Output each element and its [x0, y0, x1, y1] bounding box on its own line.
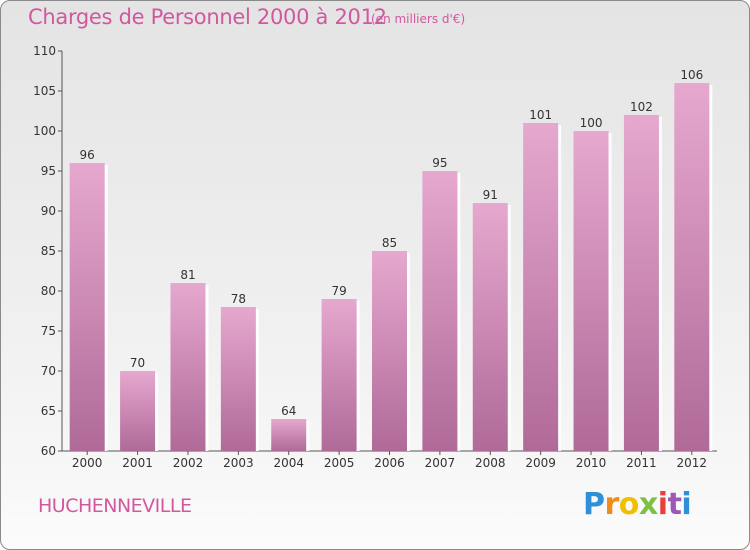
- y-tick-label: 65: [41, 404, 56, 418]
- x-tick-label: 2005: [324, 456, 355, 470]
- y-tick-label: 80: [41, 284, 56, 298]
- bar-2000: [69, 163, 105, 451]
- logo-letter-x: x: [638, 487, 658, 522]
- x-tick-label: 2004: [273, 456, 304, 470]
- proxiti-logo[interactable]: Proxiti: [583, 487, 692, 522]
- logo-letter-i: i: [657, 487, 668, 522]
- bar-value-label: 78: [231, 292, 246, 306]
- x-tick-label: 2010: [576, 456, 607, 470]
- bar-value-label: 96: [80, 148, 95, 162]
- bar-value-label: 81: [180, 268, 195, 282]
- bar-value-label: 100: [580, 116, 603, 130]
- bar-2011: [623, 115, 659, 451]
- y-tick-label: 95: [41, 164, 56, 178]
- y-tick-label: 75: [41, 324, 56, 338]
- bar-value-label: 101: [529, 108, 552, 122]
- x-tick-label: 2006: [374, 456, 405, 470]
- logo-letter-t: t: [667, 487, 682, 522]
- y-tick-label: 90: [41, 204, 56, 218]
- bar-value-label: 95: [432, 156, 447, 170]
- bar-value-label: 91: [483, 188, 498, 202]
- bar-value-label: 102: [630, 100, 653, 114]
- bar-value-label: 106: [680, 68, 703, 82]
- y-tick-label: 105: [33, 84, 56, 98]
- logo-letter-r: r: [604, 487, 620, 522]
- x-tick-label: 2012: [677, 456, 708, 470]
- bar-value-label: 64: [281, 404, 296, 418]
- bar-value-label: 85: [382, 236, 397, 250]
- y-tick-label: 100: [33, 124, 56, 138]
- y-tick-label: 60: [41, 444, 56, 458]
- bar-value-label: 79: [331, 284, 346, 298]
- y-tick-label: 110: [33, 44, 56, 58]
- bar-2010: [573, 131, 609, 451]
- y-tick-label: 70: [41, 364, 56, 378]
- chart-title: Charges de Personnel 2000 à 2012: [28, 5, 387, 29]
- y-tick-label: 85: [41, 244, 56, 258]
- x-tick-label: 2002: [173, 456, 204, 470]
- x-tick-label: 2011: [626, 456, 657, 470]
- bar-2012: [674, 83, 710, 451]
- bar-2001: [120, 371, 156, 451]
- logo-letter-o: o: [618, 487, 640, 522]
- x-tick-label: 2008: [475, 456, 506, 470]
- bar-value-label: 70: [130, 356, 145, 370]
- bar-2004: [271, 419, 307, 451]
- bar-2006: [372, 251, 407, 451]
- bar-2008: [472, 203, 508, 451]
- logo-letter-p: P: [583, 487, 605, 522]
- x-tick-label: 2000: [72, 456, 103, 470]
- x-tick-label: 2009: [525, 456, 556, 470]
- bar-2009: [523, 123, 559, 451]
- x-tick-label: 2003: [223, 456, 254, 470]
- bar-2002: [170, 283, 206, 451]
- bar-2003: [220, 307, 256, 451]
- x-tick-label: 2007: [425, 456, 456, 470]
- bar-2005: [321, 299, 357, 451]
- x-tick-label: 2001: [122, 456, 153, 470]
- logo-letter-i2: i: [681, 487, 692, 522]
- chart-subtitle: (en milliers d'€): [371, 12, 466, 26]
- commune-name: HUCHENNEVILLE: [38, 495, 192, 517]
- bar-2007: [422, 171, 458, 451]
